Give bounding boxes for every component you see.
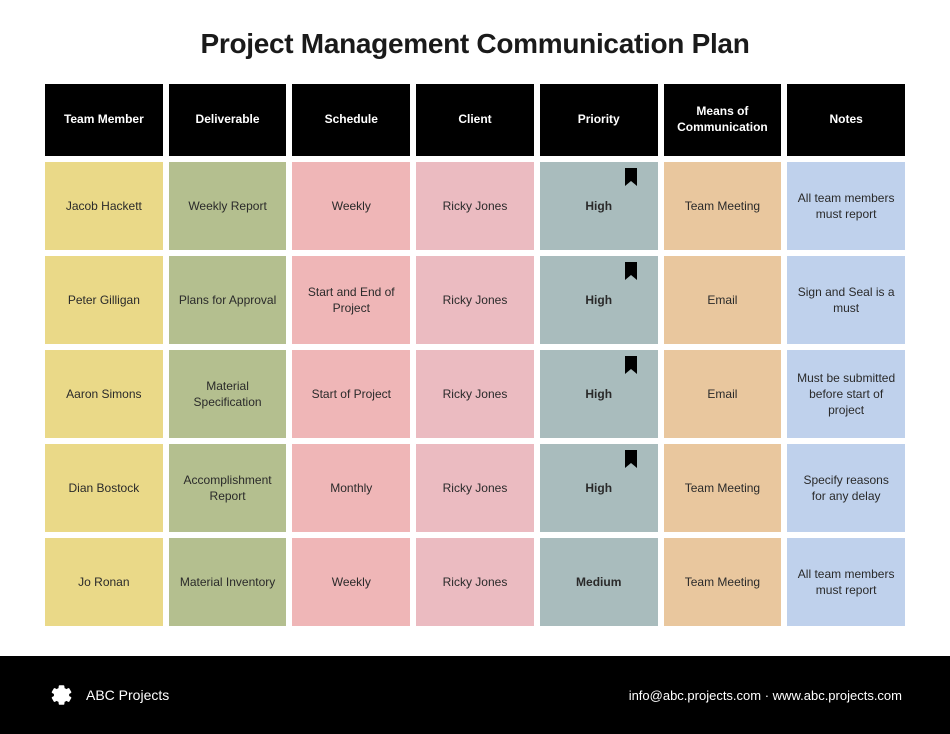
table-cell-team: Jacob Hackett xyxy=(45,162,163,250)
table-cell-client: Ricky Jones xyxy=(416,350,534,438)
table-cell-means: Team Meeting xyxy=(664,162,782,250)
col-header-schedule: Schedule xyxy=(292,84,410,156)
table-cell-priority: High xyxy=(540,350,658,438)
table-cell-client: Ricky Jones xyxy=(416,162,534,250)
table-cell-notes: All team members must report xyxy=(787,162,905,250)
gear-icon xyxy=(48,682,74,708)
table-cell-means: Email xyxy=(664,256,782,344)
col-header-client: Client xyxy=(416,84,534,156)
footer-email: info@abc.projects.com xyxy=(629,688,761,703)
col-header-deliverable: Deliverable xyxy=(169,84,287,156)
priority-value: High xyxy=(585,292,612,308)
table-cell-team: Peter Gilligan xyxy=(45,256,163,344)
table-cell-means: Email xyxy=(664,350,782,438)
bookmark-icon xyxy=(624,262,638,282)
bookmark-icon xyxy=(624,450,638,470)
bookmark-icon xyxy=(624,356,638,376)
col-header-priority: Priority xyxy=(540,84,658,156)
table-cell-priority: Medium xyxy=(540,538,658,626)
table-cell-means: Team Meeting xyxy=(664,538,782,626)
footer-website: www.abc.projects.com xyxy=(773,688,902,703)
col-header-notes: Notes xyxy=(787,84,905,156)
footer-company: ABC Projects xyxy=(48,682,169,708)
table-cell-priority: High xyxy=(540,256,658,344)
communication-plan-table: Team Member Deliverable Schedule Client … xyxy=(45,84,905,626)
table-cell-team: Jo Ronan xyxy=(45,538,163,626)
priority-value: High xyxy=(585,198,612,214)
priority-value: High xyxy=(585,386,612,402)
separator: · xyxy=(761,688,773,703)
company-name: ABC Projects xyxy=(86,687,169,703)
priority-value: High xyxy=(585,480,612,496)
page-title: Project Management Communication Plan xyxy=(45,28,905,60)
bookmark-icon xyxy=(624,168,638,188)
col-header-means: Means of Communication xyxy=(664,84,782,156)
table-cell-team: Dian Bostock xyxy=(45,444,163,532)
col-header-team: Team Member xyxy=(45,84,163,156)
table-cell-notes: Must be submitted before start of projec… xyxy=(787,350,905,438)
table-cell-priority: High xyxy=(540,162,658,250)
table-cell-deliverable: Weekly Report xyxy=(169,162,287,250)
table-cell-deliverable: Plans for Approval xyxy=(169,256,287,344)
footer-contact: info@abc.projects.com · www.abc.projects… xyxy=(629,688,902,703)
table-cell-client: Ricky Jones xyxy=(416,256,534,344)
table-cell-team: Aaron Simons xyxy=(45,350,163,438)
table-cell-priority: High xyxy=(540,444,658,532)
table-cell-notes: Sign and Seal is a must xyxy=(787,256,905,344)
table-cell-means: Team Meeting xyxy=(664,444,782,532)
priority-value: Medium xyxy=(576,574,621,590)
table-cell-notes: All team members must report xyxy=(787,538,905,626)
footer: ABC Projects info@abc.projects.com · www… xyxy=(0,656,950,734)
table-cell-schedule: Weekly xyxy=(292,162,410,250)
table-cell-deliverable: Material Inventory xyxy=(169,538,287,626)
table-cell-notes: Specify reasons for any delay xyxy=(787,444,905,532)
table-cell-schedule: Start of Project xyxy=(292,350,410,438)
table-cell-schedule: Weekly xyxy=(292,538,410,626)
table-cell-schedule: Start and End of Project xyxy=(292,256,410,344)
table-cell-deliverable: Accomplishment Report xyxy=(169,444,287,532)
table-cell-client: Ricky Jones xyxy=(416,444,534,532)
table-cell-deliverable: Material Specification xyxy=(169,350,287,438)
table-cell-client: Ricky Jones xyxy=(416,538,534,626)
table-cell-schedule: Monthly xyxy=(292,444,410,532)
